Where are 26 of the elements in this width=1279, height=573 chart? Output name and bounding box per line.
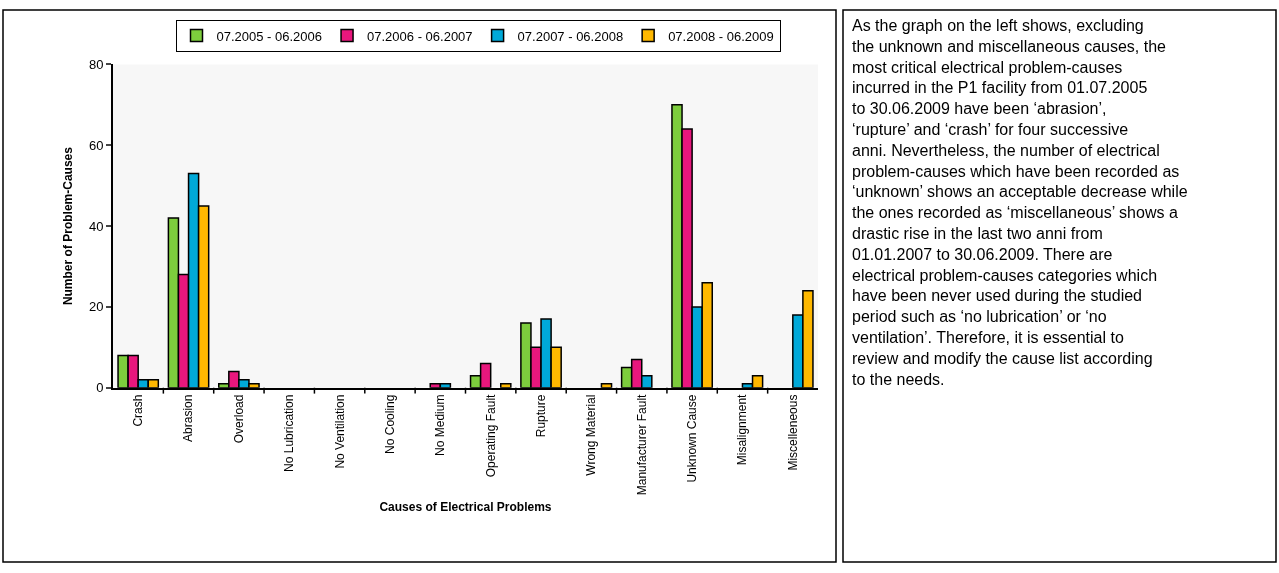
legend-label: 07.2008 - 06.2009 [668, 28, 774, 44]
legend-label: 07.2006 - 06.2007 [367, 28, 473, 44]
x-axis-title: Causes of Electrical Problems [379, 499, 552, 514]
x-tick-label: Miscelleneous [785, 394, 800, 471]
x-tick-label: Overload [231, 394, 246, 444]
y-tick-label: 80 [88, 57, 104, 73]
legend-label: 07.2005 - 06.2006 [216, 28, 323, 44]
x-tick-label: Unknown Cause [685, 394, 700, 483]
y-axis-title: Number of Problem-Causes [60, 146, 75, 306]
x-tick-label: Misalignment [735, 393, 750, 466]
y-tick-label: 60 [88, 137, 104, 153]
x-tick-label: No Lubrication [282, 394, 297, 472]
y-tick-label: 0 [96, 380, 104, 396]
x-tick-label: Crash [131, 394, 146, 427]
x-tick-label: Manufacturer Fault [634, 393, 649, 496]
y-tick-label: 40 [88, 218, 104, 234]
x-tick-label: Abrasion [181, 394, 196, 442]
x-tick-label: Rupture [533, 394, 548, 438]
x-tick-label: Wrong Material [584, 394, 599, 476]
x-tick-label: No Ventilation [332, 394, 347, 469]
x-tick-label: No Medium [433, 394, 448, 456]
legend-label: 07.2007 - 06.2008 [517, 28, 624, 44]
text: As the graph on the left shows, excluding the unknown and miscellaneous causes, the most critical electrical problem-causes incurred in the P1 facility from 01.07.2005 to 30.06.2009 have been ‘abrasion’, ‘rupture’ and ‘crash’ for four successive anni. Nevertheless, the number of electrical problem-causes which have been recorded as ‘unknown’ shows an acceptable decrease while the ones recorded as ‘miscellaneous’ shows a drastic rise in the last two anni from 01.01.2007 to 30.06.2009. There are electrical problem-causes categories which have been never used during the studied period such as ‘no lubrication’ or ‘no ventilation’. Therefore, it is essential to review and modify the cause list according to the needs. [852, 17, 1188, 388]
x-tick-label: No Cooling [382, 394, 397, 454]
y-tick-label: 20 [88, 299, 104, 315]
x-tick-label: Operating Fault [483, 393, 498, 478]
